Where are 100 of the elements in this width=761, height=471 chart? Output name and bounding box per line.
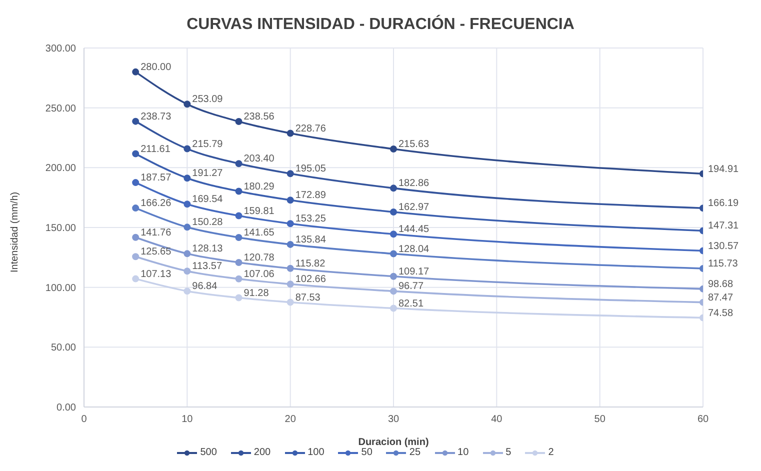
point xyxy=(132,234,140,241)
point xyxy=(235,258,242,266)
point xyxy=(184,268,191,275)
data-label: 166.19 xyxy=(708,198,740,210)
point xyxy=(286,298,294,306)
point xyxy=(132,204,140,212)
point xyxy=(235,294,242,302)
data-label: 130.57 xyxy=(708,240,740,252)
x-tick-label: 40 xyxy=(491,414,503,426)
point xyxy=(235,160,242,168)
data-label: 180.29 xyxy=(244,181,275,192)
data-label: 141.76 xyxy=(140,227,172,238)
data-label: 238.56 xyxy=(244,112,275,123)
data-label: 96.84 xyxy=(192,281,218,292)
data-label: 109.17 xyxy=(398,266,430,278)
point xyxy=(235,188,242,195)
y-tick-label: 100.00 xyxy=(45,282,76,294)
data-label: 162.97 xyxy=(398,202,430,213)
point xyxy=(286,240,294,248)
data-label: 238.73 xyxy=(140,111,172,122)
x-tick-label: 0 xyxy=(81,414,88,426)
point xyxy=(390,272,397,280)
x-tick-label: 10 xyxy=(182,414,194,426)
data-label: 128.13 xyxy=(192,244,224,255)
point xyxy=(132,253,140,260)
data-label: 96.77 xyxy=(398,281,424,292)
data-label: 87.47 xyxy=(708,292,734,304)
data-label: 182.86 xyxy=(398,178,430,190)
data-label: 74.58 xyxy=(708,308,734,319)
data-label: 125.65 xyxy=(140,246,172,258)
data-label: 150.28 xyxy=(192,217,224,228)
data-label: 187.57 xyxy=(140,172,172,184)
point xyxy=(390,304,397,312)
data-label: 141.65 xyxy=(244,227,275,238)
legend-label: 500 xyxy=(200,447,217,458)
point xyxy=(132,150,140,158)
y-tick-label: 250.00 xyxy=(45,103,76,114)
point xyxy=(184,174,191,182)
data-label: 87.53 xyxy=(295,292,321,304)
y-tick-label: 150.00 xyxy=(45,223,76,234)
point xyxy=(286,220,294,228)
data-label: 191.27 xyxy=(192,168,224,180)
x-tick-label: 50 xyxy=(594,414,606,426)
legend-label: 2 xyxy=(548,447,554,458)
point xyxy=(390,288,397,295)
point xyxy=(235,234,242,241)
point xyxy=(184,100,191,108)
point xyxy=(132,275,140,282)
data-label: 195.05 xyxy=(295,164,326,175)
data-label: 98.68 xyxy=(708,278,734,290)
point xyxy=(286,170,294,178)
legend-label: 5 xyxy=(506,447,512,458)
point xyxy=(390,208,397,216)
legend-label: 50 xyxy=(361,447,372,458)
data-label: 120.78 xyxy=(244,252,275,264)
point xyxy=(184,224,191,231)
legend-label: 10 xyxy=(458,447,469,458)
legend-label: 100 xyxy=(308,447,324,458)
point xyxy=(390,250,397,258)
data-label: 159.81 xyxy=(244,206,275,217)
point xyxy=(390,184,397,192)
y-tick-label: 300.00 xyxy=(45,44,76,55)
data-label: 280.00 xyxy=(140,62,172,73)
point xyxy=(184,250,191,258)
data-label: 91.28 xyxy=(244,288,270,299)
y-tick-label: 50.00 xyxy=(50,342,76,354)
y-tick-label: 0.00 xyxy=(56,402,76,414)
data-label: 253.09 xyxy=(192,94,224,106)
x-axis-title: Duracion (min) xyxy=(358,437,429,448)
point xyxy=(235,275,242,282)
point xyxy=(184,145,191,152)
point xyxy=(286,280,294,288)
data-label: 115.73 xyxy=(708,258,738,270)
y-axis-title: Intensidad (mm/h) xyxy=(10,192,21,272)
chart-title: CURVAS INTENSIDAD - DURACIÓN - FRECUENCIA xyxy=(186,14,576,35)
point xyxy=(132,68,140,76)
data-label: 147.31 xyxy=(708,220,740,232)
data-label: 82.51 xyxy=(398,298,424,310)
point xyxy=(286,130,294,137)
data-label: 102.66 xyxy=(295,274,326,286)
x-tick-label: 20 xyxy=(284,414,296,426)
data-label: 153.25 xyxy=(295,214,326,225)
data-label: 128.04 xyxy=(398,244,430,255)
data-label: 169.54 xyxy=(192,194,224,206)
data-label: 215.79 xyxy=(192,138,224,150)
point xyxy=(184,288,191,295)
point xyxy=(390,230,397,238)
data-label: 166.26 xyxy=(140,198,172,210)
data-label: 144.45 xyxy=(398,224,430,236)
data-label: 228.76 xyxy=(295,123,326,134)
point xyxy=(235,212,242,220)
data-label: 135.84 xyxy=(295,234,326,246)
point xyxy=(184,200,191,208)
legend-label: 200 xyxy=(254,447,271,458)
data-label: 194.91 xyxy=(708,164,740,175)
data-label: 107.06 xyxy=(244,268,275,280)
data-label: 215.63 xyxy=(398,138,430,150)
x-tick-label: 60 xyxy=(697,414,709,426)
x-tick-label: 30 xyxy=(388,414,400,426)
y-tick-label: 200.00 xyxy=(45,163,76,174)
